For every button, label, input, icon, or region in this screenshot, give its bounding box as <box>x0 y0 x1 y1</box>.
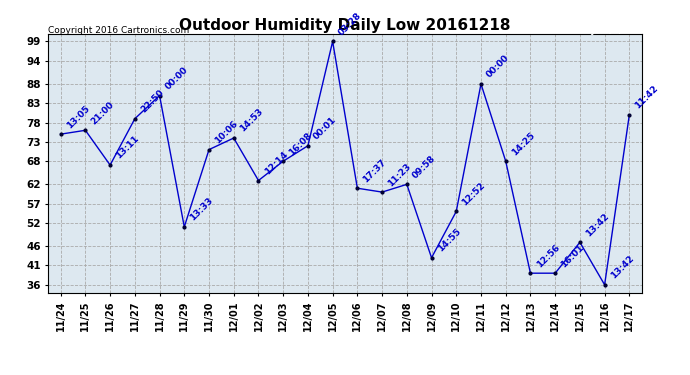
Text: 10:06: 10:06 <box>213 119 239 146</box>
Text: 13:05: 13:05 <box>65 104 91 130</box>
Text: 14:55: 14:55 <box>435 227 462 254</box>
Text: 13:42: 13:42 <box>584 211 611 238</box>
Text: 22:50: 22:50 <box>139 88 166 114</box>
Text: 16:08: 16:08 <box>287 130 314 157</box>
Text: 21:00: 21:00 <box>90 100 116 126</box>
Text: 12:56: 12:56 <box>535 242 561 269</box>
Text: 12:52: 12:52 <box>460 181 487 207</box>
Text: 13:42: 13:42 <box>609 254 635 280</box>
Text: 11:42: 11:42 <box>633 84 660 111</box>
Text: 14:53: 14:53 <box>238 107 264 134</box>
Text: 12:14: 12:14 <box>263 150 289 176</box>
Text: 11:23: 11:23 <box>386 161 413 188</box>
Text: 00:00: 00:00 <box>164 65 190 92</box>
Text: 00:00: 00:00 <box>485 54 511 80</box>
Text: 09:58: 09:58 <box>411 154 437 180</box>
Text: Copyright 2016 Cartronics.com: Copyright 2016 Cartronics.com <box>48 26 190 35</box>
Text: 16:01: 16:01 <box>560 243 586 269</box>
Text: 17:37: 17:37 <box>362 157 388 184</box>
Text: 14:25: 14:25 <box>510 130 537 157</box>
Text: 13:11: 13:11 <box>115 134 141 161</box>
Text: 03:28: 03:28 <box>337 11 364 37</box>
Title: Outdoor Humidity Daily Low 20161218: Outdoor Humidity Daily Low 20161218 <box>179 18 511 33</box>
Text: 13:33: 13:33 <box>188 196 215 223</box>
Text: Humidity  (%): Humidity (%) <box>553 26 623 35</box>
Text: 00:01: 00:01 <box>312 115 338 142</box>
